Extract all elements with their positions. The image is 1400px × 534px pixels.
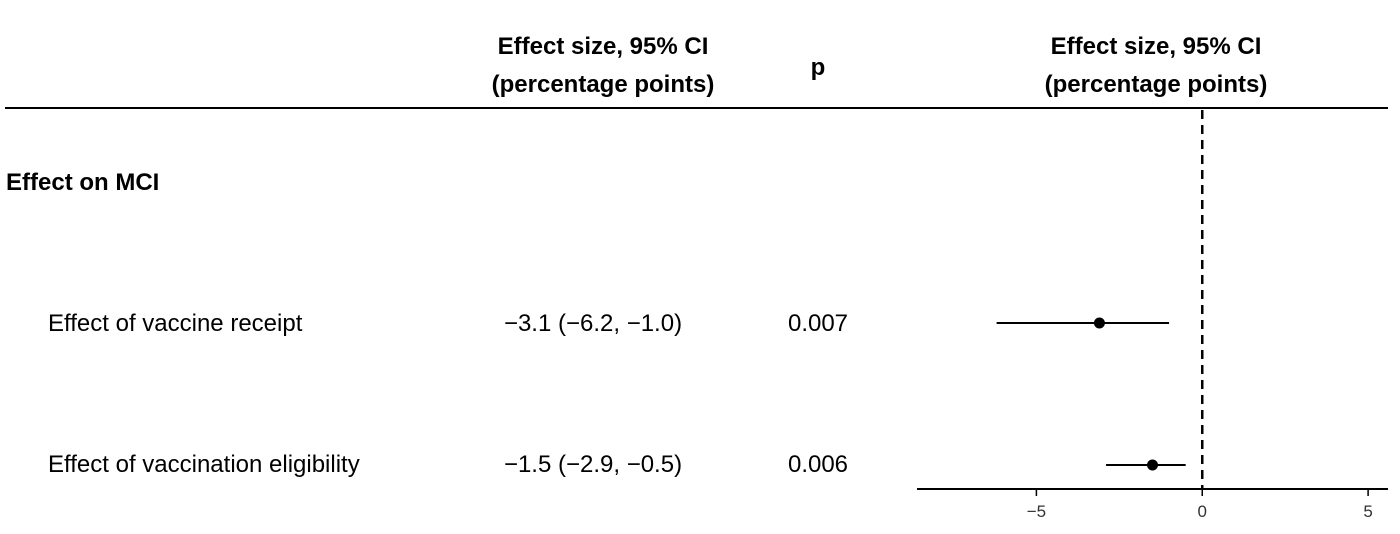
row-effect-text: −3.1 (−6.2, −1.0) [503,310,683,337]
chart-title: Effect size, 95% CI (percentage points) [1006,28,1306,104]
effect-size-header: Effect size, 95% CI (percentage points) [453,28,753,104]
chart-title-line1: Effect size, 95% CI [1050,33,1262,60]
row-p-value: 0.006 [787,451,849,478]
effect-size-header-line1: Effect size, 95% CI [497,33,709,60]
x-tick-label: 5 [1363,502,1372,521]
header-rule [5,107,1388,109]
row-label: Effect of vaccination eligibility [48,451,360,478]
x-tick-label: −5 [1027,502,1046,521]
row-effect-text: −1.5 (−2.9, −0.5) [503,451,683,478]
x-tick-label: 0 [1198,502,1207,521]
row-label: Effect of vaccine receipt [48,310,303,337]
row-p-value: 0.007 [787,310,849,337]
chart-title-line2: (percentage points) [1044,71,1268,98]
effect-size-header-line2: (percentage points) [491,71,715,98]
estimate-point [1093,317,1105,329]
estimate-point [1147,459,1158,471]
p-value-header: p [810,54,826,81]
section-title: Effect on MCI [6,169,160,196]
